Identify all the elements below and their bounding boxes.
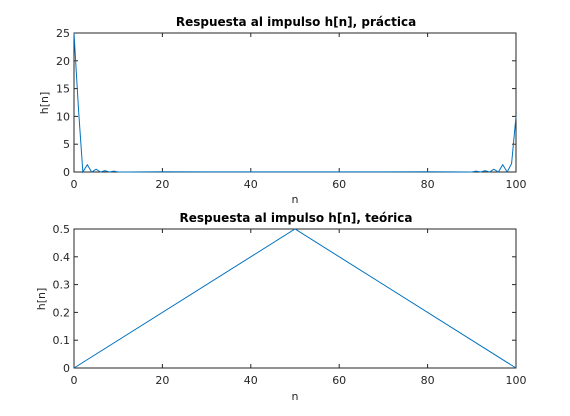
x-tick-label: 80 [421,374,435,387]
y-tick-label: 0.2 [53,306,71,319]
y-axis-label: h[n] [38,92,51,115]
x-axis: 0 20 40 60 80 100 [71,229,527,387]
x-tick-label: 20 [155,178,169,191]
y-tick-label: 10 [56,110,70,123]
plot-area [73,32,517,173]
y-tick-label: 0 [63,166,70,179]
y-tick-label: 0 [63,362,70,375]
x-tick-label: 0 [71,374,78,387]
chart-title: Respuesta al impulso h[n], teórica [180,211,413,225]
y-axis: 0 5 10 15 20 25 [56,27,516,179]
series-group [73,228,517,369]
x-axis-label: n [292,193,299,206]
x-tick-label: 40 [244,178,258,191]
series-group [73,32,517,174]
x-axis-label: n [292,390,299,403]
x-tick-label: 0 [71,178,78,191]
y-tick-label: 5 [63,138,70,151]
y-tick-label: 0.4 [53,251,71,264]
x-axis: 0 20 40 60 80 100 [71,33,527,191]
y-tick-label: 20 [56,55,70,68]
y-tick-label: 0.3 [53,279,71,292]
chart-title: Respuesta al impulso h[n], práctica [176,15,416,29]
y-axis: 0 0.1 0.2 0.3 0.4 0.5 [53,223,516,375]
y-tick-label: 0.1 [53,334,71,347]
x-tick-label: 100 [506,374,527,387]
x-tick-label: 80 [421,178,435,191]
x-tick-label: 60 [332,178,346,191]
subplot-theoretical: Respuesta al impulso h[n], teórica 0 20 40… [35,211,527,403]
subplot-practical: Respuesta al impulso h[n], práctica 0 20 4… [38,15,527,206]
x-tick-label: 60 [332,374,346,387]
x-tick-label: 20 [155,374,169,387]
series-line [73,32,517,174]
y-axis-label: h[n] [35,288,48,311]
y-tick-label: 15 [56,83,70,96]
x-tick-label: 40 [244,374,258,387]
y-tick-label: 0.5 [53,223,71,236]
x-tick-label: 100 [506,178,527,191]
plot-area [73,228,517,369]
series-line [73,228,517,369]
y-tick-label: 25 [56,27,70,40]
